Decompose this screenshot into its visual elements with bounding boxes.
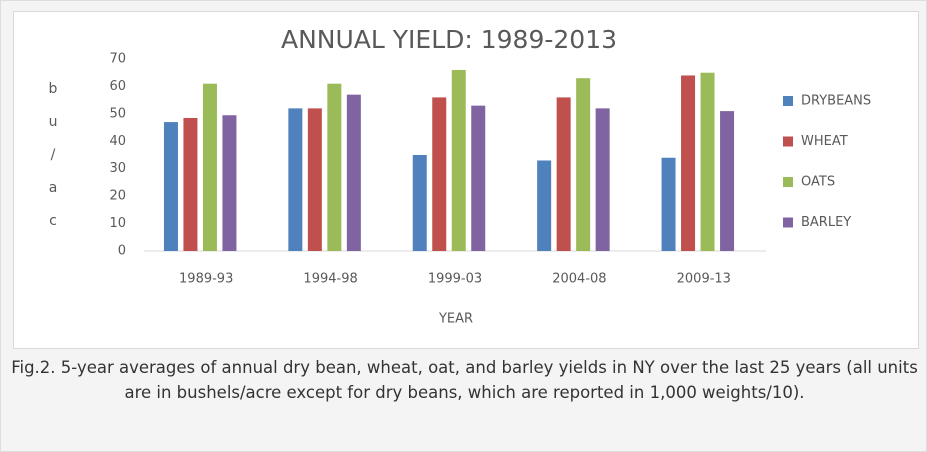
y-tick-label: 20: [109, 189, 126, 204]
x-tick-label: 1999-03: [428, 272, 482, 287]
bar: [720, 111, 735, 251]
x-tick-label: 1989-93: [179, 272, 233, 287]
legend-label: BARLEY: [801, 215, 851, 230]
legend-label: DRYBEANS: [801, 94, 871, 109]
chart: ANNUAL YIELD: 1989-2013 YEAR 0 10 20 30 40 50…: [109, 25, 871, 327]
y-axis-label: bu/ac: [45, 81, 61, 246]
legend-label: WHEAT: [801, 134, 848, 149]
bar: [700, 72, 715, 251]
bar: [556, 97, 571, 252]
legend-label: OATS: [801, 175, 835, 190]
y-tick-label: 50: [109, 106, 126, 121]
bar: [288, 108, 303, 251]
bar: [222, 115, 237, 251]
y-tick-label: 70: [109, 52, 126, 67]
bar: [163, 122, 178, 251]
y-tick-label: 60: [109, 79, 126, 94]
bar: [202, 83, 217, 251]
bar: [307, 108, 322, 251]
x-axis-label: YEAR: [438, 312, 473, 327]
bar: [661, 157, 676, 251]
caption: Fig.2. 5-year averages of annual dry bea…: [11, 358, 918, 402]
chart-title: ANNUAL YIELD: 1989-2013: [281, 25, 617, 54]
bar: [183, 117, 198, 251]
bar: [681, 75, 696, 251]
bar: [451, 69, 466, 251]
legend-swatch: [783, 136, 793, 147]
x-tick-label: 1994-98: [303, 272, 357, 287]
bar: [471, 105, 486, 251]
legend-swatch: [783, 177, 793, 187]
bar: [327, 83, 342, 251]
bar: [412, 155, 427, 251]
bar: [537, 160, 552, 251]
bar: [576, 78, 591, 251]
bar: [346, 94, 361, 252]
x-tick-label: 2004-08: [552, 272, 606, 287]
legend-swatch: [783, 217, 793, 228]
y-tick-label: 40: [109, 134, 126, 149]
bar: [432, 97, 447, 252]
y-tick-label: 10: [109, 216, 126, 231]
y-tick-label: 0: [118, 244, 126, 259]
x-tick-label: 2009-13: [677, 272, 731, 287]
y-tick-label: 30: [109, 161, 126, 176]
bar: [595, 108, 610, 251]
legend-swatch: [783, 96, 793, 106]
